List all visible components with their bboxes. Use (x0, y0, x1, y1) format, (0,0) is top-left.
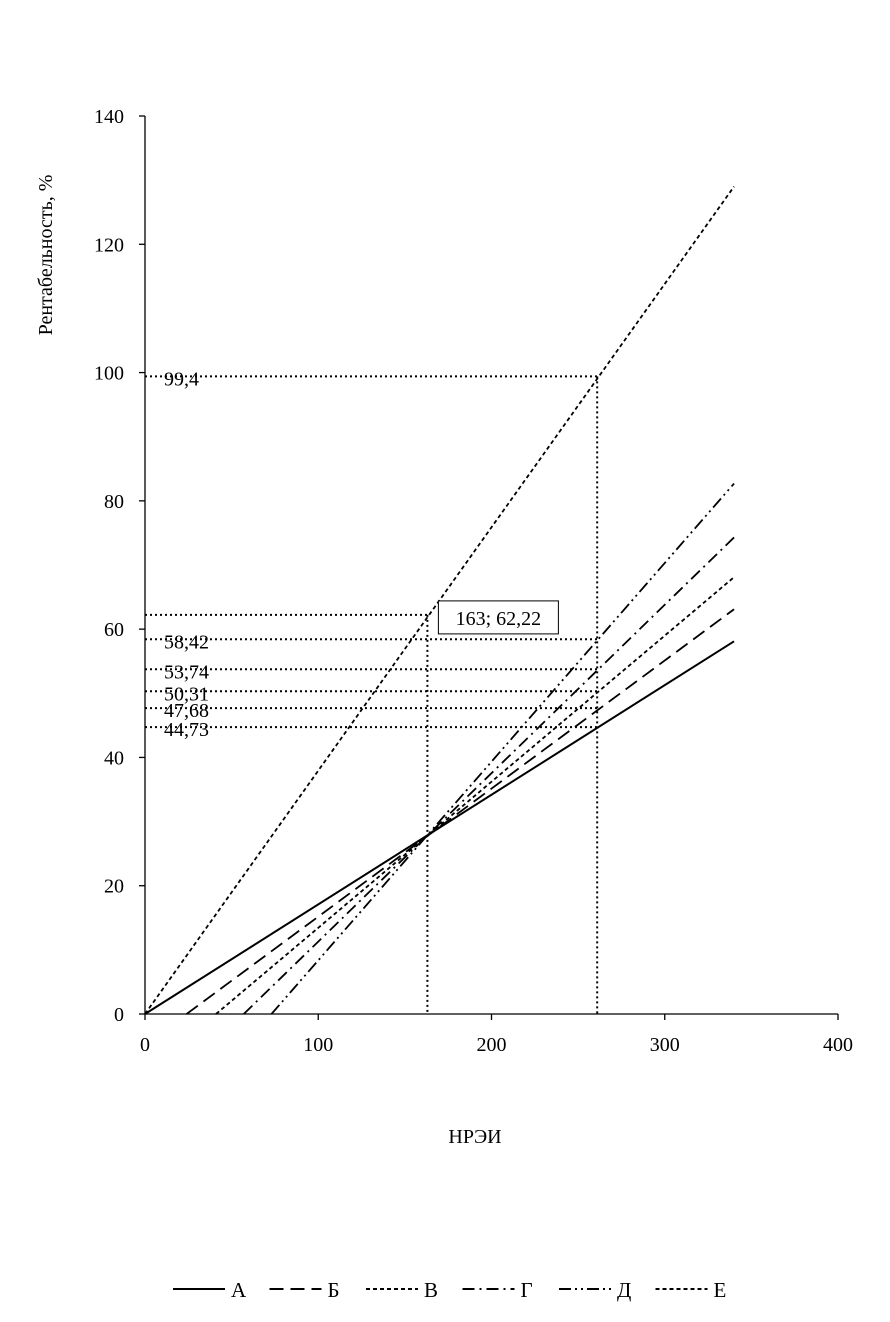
x-tick-label: 100 (303, 1034, 333, 1056)
x-tick-label: 200 (477, 1034, 507, 1056)
reference-label: 47,68 (164, 700, 209, 722)
y-tick-label: 100 (94, 363, 124, 385)
y-tick-label: 120 (94, 234, 124, 256)
legend-label-Б: Б (328, 1278, 340, 1302)
axes: 0 20 40 60 80 100 120 140 0 100 200 300 400 (94, 106, 853, 1056)
legend: А Б В Г Д Е (173, 1278, 726, 1302)
legend-label-Е: Е (714, 1278, 727, 1302)
reference-label: 50,31 (164, 683, 209, 705)
series-lines (144, 186, 735, 1015)
reference-lines (145, 375, 599, 1014)
series-line-Д (270, 482, 735, 1015)
y-tick-label: 0 (114, 1004, 124, 1026)
annotation-text: 163; 62,22 (456, 608, 542, 630)
annotation-box (437, 600, 559, 635)
y-tick-label: 80 (104, 491, 124, 513)
series-line-А (144, 640, 735, 1015)
reference-label: 58,42 (164, 631, 209, 653)
y-tick-label: 60 (104, 619, 124, 641)
y-tick-label: 140 (94, 106, 124, 128)
legend-label-В: В (424, 1278, 438, 1302)
y-tick-label: 40 (104, 747, 124, 769)
legend-label-Д: Д (617, 1278, 631, 1302)
series-line-В (215, 576, 735, 1015)
y-tick-label: 20 (104, 876, 124, 898)
legend-label-А: А (231, 1278, 247, 1302)
x-axis-title: НРЭИ (448, 1126, 501, 1148)
series-line-Г (243, 536, 735, 1015)
series-line-Е (144, 186, 735, 1015)
legend-label-Г: Г (521, 1278, 533, 1302)
y-axis-title: Рентабельность, % (35, 175, 57, 336)
x-tick-label: 300 (650, 1034, 680, 1056)
reference-label: 44,73 (164, 719, 209, 741)
reference-label: 53,74 (164, 661, 209, 683)
x-tick-label: 0 (140, 1034, 150, 1056)
x-tick-label: 400 (823, 1034, 853, 1056)
series-line-Б (186, 608, 735, 1015)
reference-label: 99,4 (164, 368, 199, 390)
